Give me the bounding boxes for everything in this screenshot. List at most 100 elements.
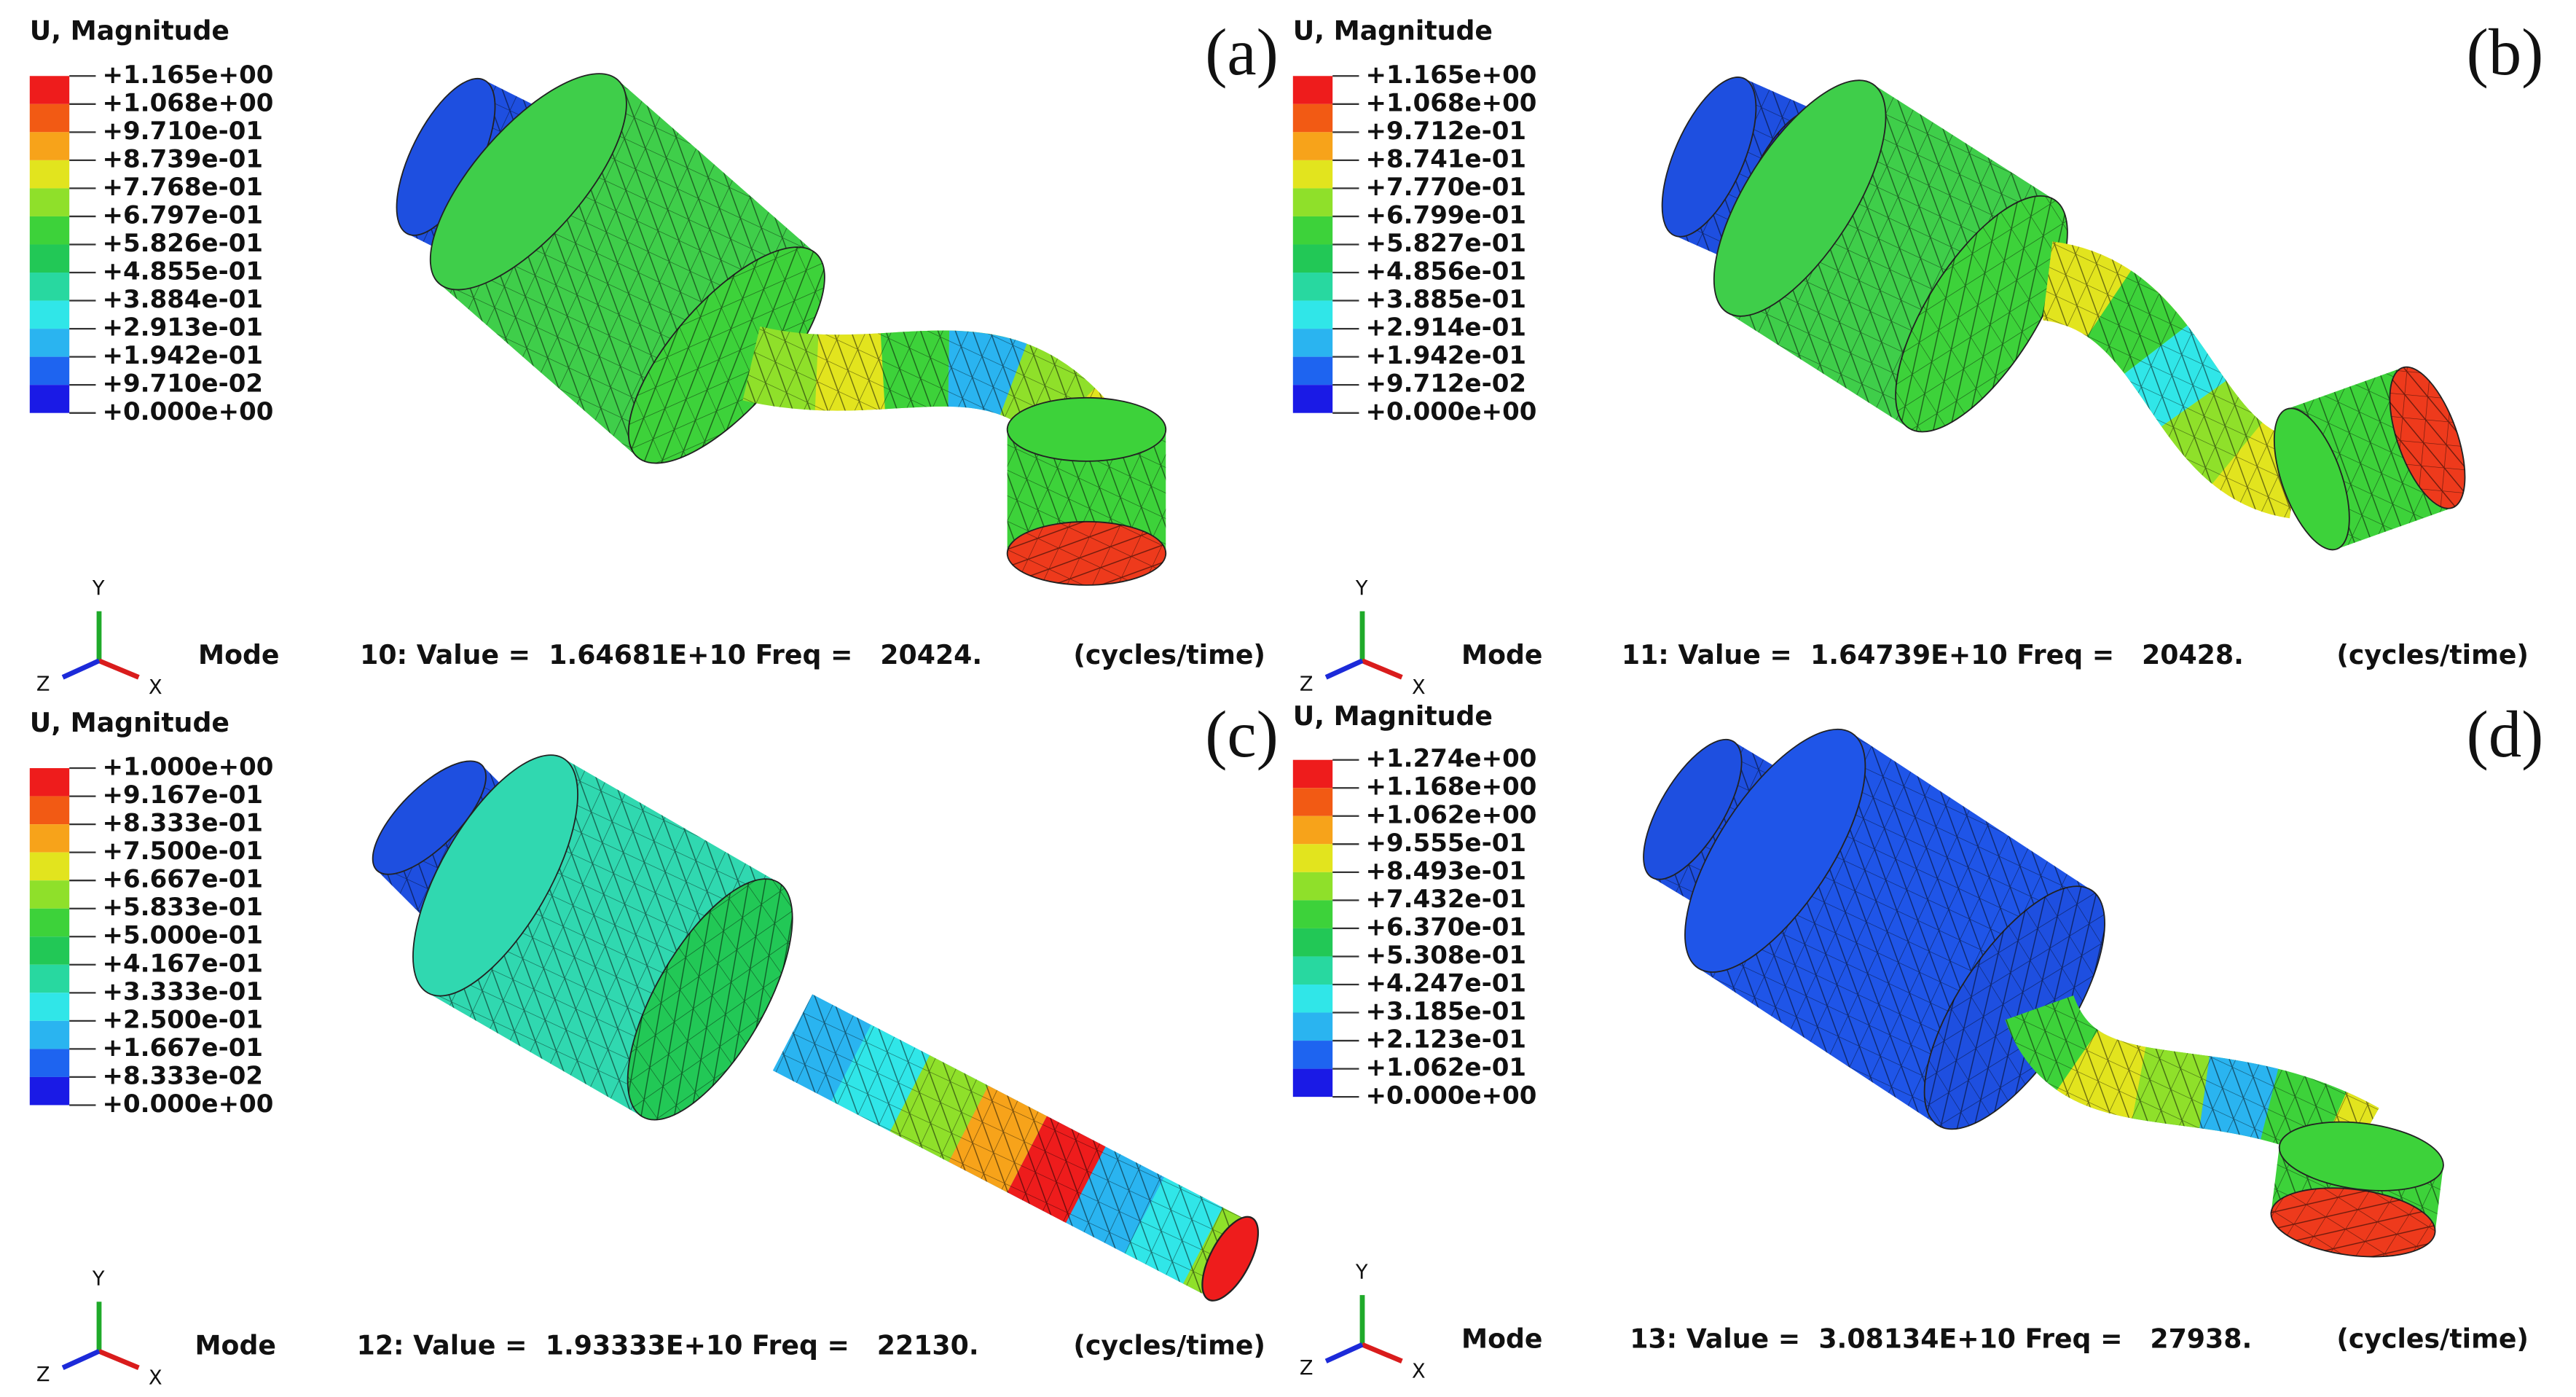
legend-label: +5.833e-01: [103, 893, 264, 922]
legend-swatch: [29, 852, 70, 881]
shape-cap: [412, 754, 578, 997]
legend-label: +3.333e-01: [103, 977, 264, 1006]
legend-swatch: [1292, 900, 1333, 928]
triad-y: Y: [1355, 577, 1368, 600]
legend-label: +1.000e+00: [103, 753, 274, 782]
triad-y: Y: [92, 577, 105, 600]
legend-title: U, Magnitude: [30, 707, 229, 738]
legend-label: +9.712e-01: [1366, 117, 1527, 146]
legend-swatch: [29, 188, 70, 216]
shape-cap: [2273, 407, 2350, 551]
legend-swatch: [29, 329, 70, 357]
mode-prefix: Mode: [1461, 1323, 1543, 1355]
shape-cap: [1006, 396, 1167, 462]
legend-label: +8.741e-01: [1366, 144, 1527, 173]
triad-z: Z: [1300, 1357, 1313, 1380]
legend-swatch: [29, 244, 70, 273]
legend-label: +0.000e+00: [103, 1089, 274, 1119]
legend-swatch: [29, 1020, 70, 1049]
legend-swatch: [29, 132, 70, 160]
axis-z: [1324, 658, 1364, 680]
mode-value: 13: Value = 3.08134E+10 Freq = 27938.: [1630, 1323, 2252, 1355]
legend-swatch: [1292, 244, 1333, 273]
legend-label: +1.165e+00: [1366, 60, 1537, 90]
model: [396, 73, 1167, 586]
mode-prefix: Mode: [1461, 639, 1543, 670]
legend-label: +2.500e-01: [103, 1005, 264, 1034]
legend-label: +5.827e-01: [1366, 229, 1527, 258]
legend-label: +8.739e-01: [103, 144, 264, 173]
legend-title: U, Magnitude: [1293, 15, 1493, 46]
shape-end: [1201, 1216, 1260, 1302]
axis-x: [1361, 1342, 1403, 1363]
pipe-mesh: [742, 326, 1111, 455]
legend-swatch: [29, 880, 70, 909]
legend-swatch: [1292, 1012, 1333, 1041]
model: [372, 754, 1260, 1302]
legend-label: +3.884e-01: [103, 285, 264, 314]
legend-title: U, Magnitude: [30, 15, 229, 46]
triad-z: Z: [1300, 673, 1313, 696]
legend-label: +1.165e+00: [103, 60, 274, 90]
legend-label: +0.000e+00: [103, 397, 274, 426]
shape-cap: [1684, 728, 1866, 973]
legend-swatch: [29, 936, 70, 965]
legend-swatch: [1292, 76, 1333, 104]
legend-swatch: [1292, 273, 1333, 301]
legend-label: +5.000e-01: [103, 921, 264, 950]
mode-prefix: Mode: [198, 639, 280, 670]
legend-swatch: [1292, 844, 1333, 872]
shape-end-mesh: [1896, 195, 2068, 432]
mode-units: (cycles/time): [2336, 1323, 2529, 1355]
legend-label: +0.000e+00: [1366, 397, 1537, 426]
legend-swatch: [1292, 872, 1333, 901]
legend-swatch: [29, 103, 70, 133]
pipe-mesh: [2041, 241, 2304, 519]
legend-label: +1.062e-01: [1366, 1053, 1527, 1082]
legend-swatch: [1292, 216, 1333, 245]
legend-swatch: [29, 216, 70, 245]
shape-cap: [372, 760, 487, 875]
legend-label: +4.247e-01: [1366, 968, 1527, 998]
legend-swatch: [1292, 300, 1333, 329]
shape-end-mesh: [1007, 521, 1166, 585]
legend-swatch: [29, 76, 70, 104]
legend-swatch: [1292, 356, 1333, 386]
legend-swatch: [1292, 132, 1333, 160]
legend-label: +1.667e-01: [103, 1033, 264, 1063]
axis-x: [1361, 658, 1403, 680]
legend-label: +9.555e-01: [1366, 829, 1527, 858]
shape-cap: [1713, 79, 1887, 317]
legend-label: +6.797e-01: [103, 200, 264, 230]
triad-x: X: [1412, 676, 1426, 699]
legend-label: +1.942e-01: [103, 341, 264, 370]
axis-x: [98, 1349, 140, 1371]
legend-label: +7.432e-01: [1366, 885, 1527, 914]
legend-label: +2.123e-01: [1366, 1025, 1527, 1054]
legend-swatch: [1292, 928, 1333, 957]
legend-label: +2.914e-01: [1366, 313, 1527, 343]
shape-cap: [1643, 738, 1743, 880]
legend-label: +1.068e+00: [103, 88, 274, 117]
legend-swatch: [29, 300, 70, 329]
legend-swatch: [1292, 956, 1333, 985]
pipe-mesh: [2005, 994, 2379, 1173]
legend-label: +9.712e-02: [1366, 369, 1527, 399]
legend-label: +6.667e-01: [103, 865, 264, 894]
legend-swatch: [29, 1049, 70, 1077]
legend-swatch: [1292, 759, 1333, 788]
model: [1643, 728, 2444, 1258]
legend-label: +5.826e-01: [103, 229, 264, 258]
legend-swatch: [1292, 160, 1333, 189]
legend-label: +1.068e+00: [1366, 88, 1537, 117]
panel-label: (b): [2467, 15, 2544, 89]
legend-swatch: [29, 768, 70, 797]
axis-z: [61, 658, 101, 680]
legend-swatch: [29, 824, 70, 853]
legend-swatch: [29, 796, 70, 825]
legend-label: +0.000e+00: [1366, 1081, 1537, 1111]
legend-swatch: [1292, 1041, 1333, 1069]
mode-units: (cycles/time): [1073, 1330, 1265, 1361]
